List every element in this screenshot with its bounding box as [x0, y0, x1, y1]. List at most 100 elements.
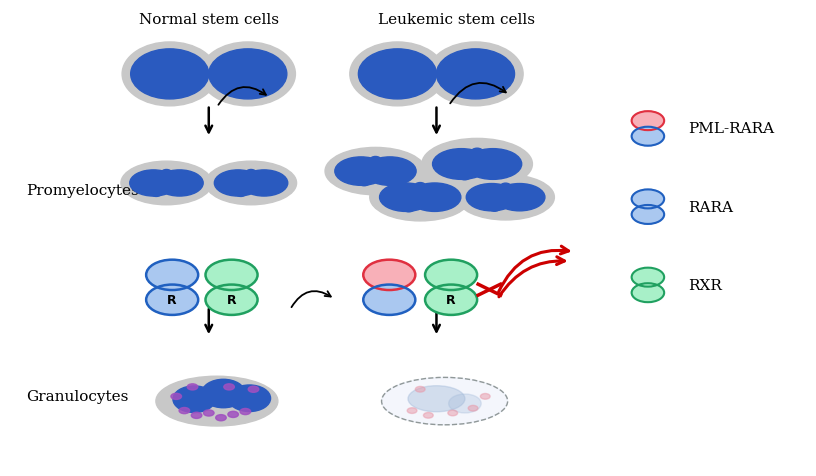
Text: Leukemic stem cells: Leukemic stem cells [379, 13, 535, 27]
Text: R: R [227, 294, 237, 307]
Circle shape [248, 387, 259, 393]
Ellipse shape [206, 162, 296, 205]
Circle shape [363, 285, 415, 315]
Circle shape [146, 260, 198, 290]
Circle shape [236, 191, 246, 197]
Circle shape [632, 268, 664, 287]
Circle shape [496, 167, 508, 174]
Circle shape [424, 413, 433, 418]
Ellipse shape [422, 139, 532, 190]
Circle shape [442, 167, 454, 174]
Circle shape [522, 200, 533, 206]
Circle shape [224, 384, 234, 390]
Circle shape [348, 159, 358, 165]
Circle shape [448, 410, 458, 416]
Ellipse shape [428, 43, 523, 107]
Circle shape [146, 285, 198, 315]
Circle shape [446, 151, 458, 158]
Circle shape [404, 206, 415, 212]
Ellipse shape [209, 50, 287, 100]
Circle shape [481, 394, 490, 399]
Ellipse shape [449, 394, 481, 413]
Circle shape [203, 410, 214, 416]
Circle shape [240, 408, 251, 415]
Ellipse shape [432, 149, 490, 180]
Circle shape [392, 174, 403, 180]
Text: RARA: RARA [689, 200, 734, 214]
Circle shape [632, 128, 664, 147]
Circle shape [415, 387, 425, 392]
Circle shape [138, 186, 148, 191]
Circle shape [425, 285, 477, 315]
Text: Normal stem cells: Normal stem cells [139, 13, 279, 27]
Ellipse shape [325, 148, 426, 196]
Circle shape [494, 151, 506, 158]
Ellipse shape [156, 170, 203, 197]
Circle shape [182, 186, 192, 191]
Circle shape [521, 186, 530, 191]
Ellipse shape [408, 184, 461, 212]
Circle shape [475, 200, 485, 206]
Ellipse shape [382, 377, 508, 425]
Circle shape [388, 200, 399, 206]
Ellipse shape [173, 386, 215, 413]
Circle shape [370, 157, 381, 163]
Ellipse shape [466, 184, 517, 211]
Circle shape [162, 170, 171, 176]
Ellipse shape [121, 162, 212, 205]
Ellipse shape [364, 158, 416, 186]
Circle shape [363, 260, 415, 290]
Circle shape [632, 284, 664, 303]
Ellipse shape [350, 43, 445, 107]
Circle shape [437, 200, 448, 206]
Ellipse shape [156, 377, 278, 426]
Circle shape [478, 186, 489, 191]
Circle shape [206, 260, 258, 290]
Circle shape [179, 407, 189, 414]
Ellipse shape [335, 158, 388, 186]
Circle shape [359, 180, 370, 187]
Circle shape [267, 186, 277, 191]
Ellipse shape [494, 184, 545, 211]
Circle shape [500, 184, 511, 189]
Ellipse shape [131, 50, 209, 100]
Circle shape [246, 170, 256, 176]
Ellipse shape [358, 50, 437, 100]
Text: R: R [446, 294, 456, 307]
Circle shape [180, 172, 190, 178]
Circle shape [490, 206, 499, 212]
Circle shape [222, 186, 232, 191]
Circle shape [436, 185, 446, 191]
Ellipse shape [241, 170, 288, 197]
Text: RXR: RXR [689, 278, 722, 292]
Circle shape [415, 183, 425, 189]
Circle shape [171, 394, 181, 400]
Ellipse shape [408, 386, 465, 412]
Text: R: R [167, 294, 177, 307]
Ellipse shape [200, 43, 295, 107]
Circle shape [459, 174, 470, 180]
Circle shape [187, 384, 197, 390]
Circle shape [151, 191, 161, 197]
Circle shape [391, 159, 401, 165]
Text: Promyelocytes: Promyelocytes [26, 184, 139, 198]
Circle shape [407, 408, 417, 414]
Circle shape [632, 112, 664, 131]
Circle shape [206, 285, 258, 315]
Circle shape [228, 411, 238, 417]
Text: Granulocytes: Granulocytes [26, 389, 128, 404]
Circle shape [215, 415, 226, 421]
Circle shape [392, 185, 403, 191]
Ellipse shape [464, 149, 521, 180]
Circle shape [425, 260, 477, 290]
Ellipse shape [228, 385, 271, 412]
Circle shape [226, 172, 236, 178]
Circle shape [472, 149, 483, 156]
Circle shape [468, 406, 478, 411]
Circle shape [191, 412, 202, 418]
Circle shape [632, 190, 664, 209]
Ellipse shape [457, 175, 554, 220]
Circle shape [632, 206, 664, 225]
Circle shape [344, 174, 354, 180]
Circle shape [141, 172, 151, 178]
